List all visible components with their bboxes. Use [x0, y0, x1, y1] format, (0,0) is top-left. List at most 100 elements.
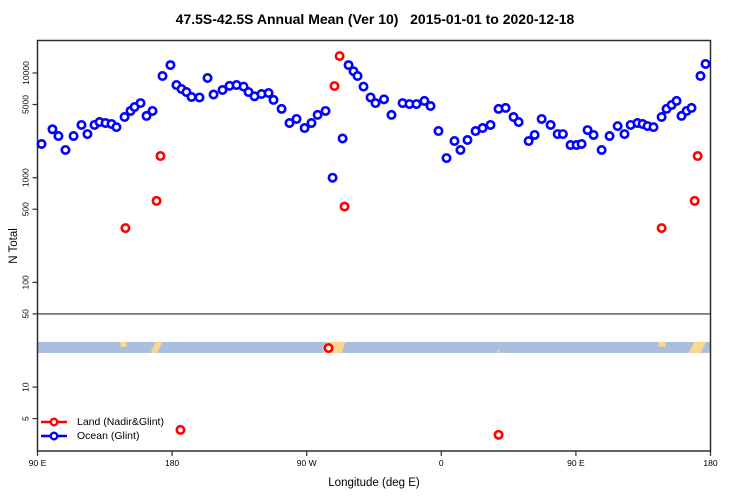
data-point-ocean [268, 94, 279, 105]
data-point-ocean [47, 124, 58, 135]
data-point-land [493, 429, 504, 440]
data-point-ocean [82, 129, 93, 140]
data-point-ocean [686, 102, 697, 113]
data-point-land [339, 201, 350, 212]
y-tick-label: 10000 [21, 61, 31, 85]
data-point-ocean [320, 105, 331, 116]
data-point-land [155, 151, 166, 162]
data-point-ocean [208, 89, 219, 100]
data-point-ocean [648, 122, 659, 133]
data-point-ocean [141, 110, 152, 121]
data-point-ocean [513, 117, 524, 128]
y-tick-label: 5000 [21, 95, 31, 114]
data-point-ocean [656, 111, 667, 122]
data-point-land [323, 343, 334, 354]
data-point-ocean [111, 122, 122, 133]
y-axis-label: N Total [8, 228, 20, 264]
legend: Land (Nadir&Glint) Ocean (Glint) [40, 415, 164, 443]
x-tick-label: 90 E [29, 458, 47, 468]
y-tick-label: 100 [21, 275, 31, 289]
surface-band-land-segment [497, 350, 500, 353]
data-point-ocean [217, 85, 228, 96]
data-point-ocean [529, 129, 540, 140]
data-point-ocean [352, 71, 363, 82]
legend-item-ocean: Ocean (Glint) [40, 429, 164, 443]
y-tick-label: 10 [21, 382, 31, 392]
surface-band-land-segment [688, 341, 707, 353]
data-point-land [692, 151, 703, 162]
data-point-ocean [695, 71, 706, 82]
y-tick-label: 5 [21, 416, 31, 421]
data-point-ocean [276, 103, 287, 114]
data-point-ocean [202, 72, 213, 83]
surface-band-land-segment [120, 341, 127, 347]
chart-title: 47.5S-42.5S Annual Mean (Ver 10) 2015-01… [175, 11, 575, 27]
data-point-ocean [358, 81, 369, 92]
data-point-ocean [433, 126, 444, 137]
data-point-ocean [327, 172, 338, 183]
data-point-ocean [165, 60, 176, 71]
y-tick-label: 1000 [21, 168, 31, 187]
data-point-ocean [186, 91, 197, 102]
surface-band-land-segment [150, 341, 163, 353]
data-point-ocean [147, 105, 158, 116]
data-point-ocean [60, 144, 71, 155]
data-point-ocean [425, 100, 436, 111]
data-point-ocean [291, 113, 302, 124]
data-point-ocean [299, 123, 310, 134]
data-point-ocean [536, 113, 547, 124]
x-tick-label: 180 [703, 458, 717, 468]
data-point-ocean [700, 58, 711, 69]
data-point-ocean [76, 119, 87, 130]
data-point-ocean [557, 129, 568, 140]
legend-label-ocean: Ocean (Glint) [77, 429, 140, 442]
surface-band-land-segment [658, 341, 666, 347]
data-point-land [656, 223, 667, 234]
data-point-ocean [485, 119, 496, 130]
data-point-ocean [604, 131, 615, 142]
data-point-ocean [477, 123, 488, 134]
data-point-ocean [386, 109, 397, 120]
data-point-ocean [370, 98, 381, 109]
data-point-ocean [500, 102, 511, 113]
data-point-land [120, 223, 131, 234]
data-point-ocean [619, 129, 630, 140]
data-point-ocean [411, 99, 422, 110]
data-point-ocean [545, 119, 556, 130]
data-point-ocean [379, 94, 390, 105]
data-point-ocean [441, 153, 452, 164]
data-point-ocean [588, 129, 599, 140]
data-point-ocean [523, 136, 534, 147]
x-tick-label: 90 E [567, 458, 585, 468]
ocean-series-symbol-icon [41, 431, 67, 441]
legend-item-land: Land (Nadir&Glint) [40, 415, 164, 429]
legend-circle [49, 431, 59, 441]
data-point-land [151, 195, 162, 206]
data-point-ocean [53, 131, 64, 142]
data-point-ocean [449, 136, 460, 147]
data-point-ocean [582, 125, 593, 136]
legend-circle [49, 417, 59, 427]
data-point-ocean [68, 131, 79, 142]
data-point-ocean [343, 60, 354, 71]
data-point-land [329, 81, 340, 92]
data-point-ocean [157, 71, 168, 82]
data-point-land [334, 51, 345, 62]
data-point-ocean [455, 144, 466, 155]
data-point-ocean [612, 121, 623, 132]
data-point-ocean [119, 111, 130, 122]
x-axis-label: Longitude (deg E) [328, 477, 420, 489]
surface-band-ocean [37, 341, 711, 353]
data-point-ocean [194, 92, 205, 103]
data-point-ocean [419, 95, 430, 106]
plot-border [36, 39, 712, 452]
y-tick-label: 500 [21, 202, 31, 216]
data-point-land [689, 195, 700, 206]
data-point-ocean [306, 118, 317, 129]
land-series-symbol-icon [41, 417, 67, 427]
legend-label-land: Land (Nadir&Glint) [77, 415, 164, 428]
y-tick-label: 50 [21, 309, 31, 319]
data-point-ocean [312, 109, 323, 120]
x-tick-label: 90 W [297, 458, 317, 468]
